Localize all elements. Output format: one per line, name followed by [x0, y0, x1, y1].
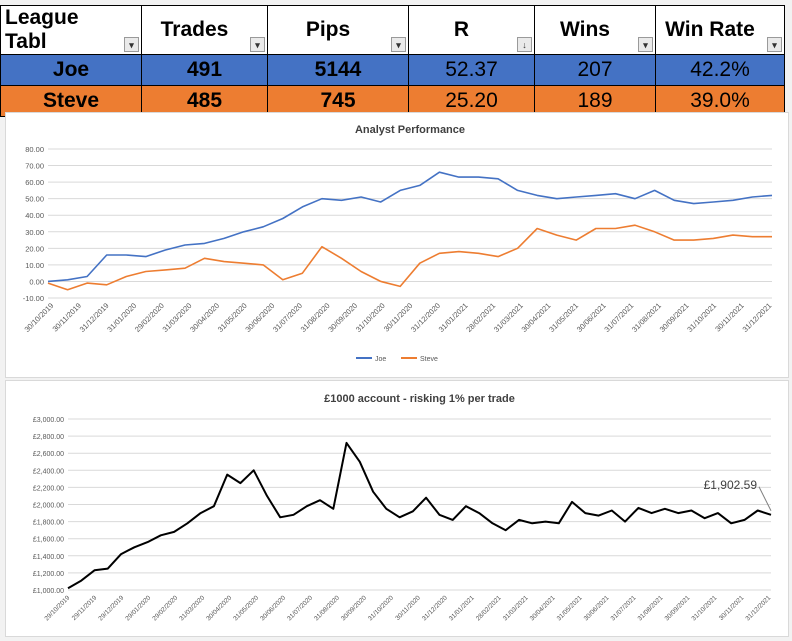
legend-label: Joe [375, 356, 386, 363]
series-line-joe [47, 171, 773, 283]
annotation-leader [758, 486, 772, 511]
y-tick-label: 20.00 [25, 244, 44, 253]
y-tick-label: £2,200.00 [33, 485, 64, 492]
x-tick-label: 30/11/2021 [718, 594, 746, 622]
chart-title: Analyst Performance [355, 124, 465, 136]
y-tick-label: £2,600.00 [33, 451, 64, 458]
analyst-performance-chart[interactable]: Analyst Performance 80.00 70.00 60.00 50.00 4… [5, 112, 789, 378]
x-tick-label: 31/08/2020 [313, 594, 341, 622]
header-trades: Trades ▾ [141, 5, 268, 55]
header-pips: Pips ▾ [267, 5, 409, 55]
x-tick-label: 31/03/2021 [502, 594, 530, 622]
x-tick-label: 30/06/2021 [583, 594, 611, 622]
y-tick-label: £1,400.00 [33, 554, 64, 561]
x-tick-label: 31/12/2020 [421, 594, 449, 622]
y-tick-label: -10.00 [23, 294, 44, 303]
y-tick-label: 80.00 [25, 145, 44, 154]
x-tick-label: 28/02/2021 [475, 594, 503, 622]
cell-wins[interactable]: 207 [534, 54, 656, 86]
x-tick-label: 30/06/2020 [259, 594, 287, 622]
x-tick-label: 29/10/2019 [43, 594, 71, 622]
y-tick-label: 40.00 [25, 211, 44, 220]
header-win-rate: Win Rate ▾ [655, 5, 785, 55]
y-tick-label: £2,800.00 [33, 434, 64, 441]
account-chart[interactable]: £1000 account - risking 1% per trade £3,0… [5, 380, 789, 637]
table-row: Joe 491 5144 52.37 207 42.2% [0, 54, 785, 86]
legend: Joe Steve [356, 356, 438, 363]
y-tick-label: 10.00 [25, 261, 44, 270]
x-tick-label: 31/07/2020 [286, 594, 314, 622]
x-tick-label: 30/04/2021 [529, 594, 557, 622]
filter-dropdown-icon[interactable]: ▾ [250, 37, 265, 52]
header-league-table: League Tabl ▾ [0, 5, 142, 55]
y-tick-label: £1,200.00 [33, 571, 64, 578]
y-tick-label: 60.00 [25, 178, 44, 187]
table-row: Steve 485 745 25.20 189 39.0% [0, 85, 785, 117]
x-tick-label: 31/12/2021 [744, 594, 772, 622]
filter-dropdown-icon[interactable]: ▾ [391, 37, 406, 52]
x-tick-label: 29/02/2020 [151, 594, 179, 622]
x-tick-label: 31/01/2021 [448, 594, 476, 622]
x-tick-label: 29/11/2019 [71, 594, 99, 622]
x-tick-label: 30/10/2019 [23, 301, 56, 334]
y-tick-label: £1,600.00 [33, 537, 64, 544]
cell-r[interactable]: 25.20 [408, 85, 535, 117]
x-tick-label: 30/09/2020 [340, 594, 368, 622]
account-svg: £1000 account - risking 1% per trade £3,0… [33, 393, 773, 622]
x-tick-label: 31/10/2021 [691, 594, 719, 622]
x-tick-label: 29/12/2019 [97, 594, 125, 622]
cell-r[interactable]: 52.37 [408, 54, 535, 86]
series-line-steve [47, 224, 772, 291]
y-tick-label: £2,000.00 [33, 503, 64, 510]
x-tick-label: 31/10/2020 [367, 594, 395, 622]
x-tick-label: 31/08/2021 [637, 594, 665, 622]
y-tick-label: 30.00 [25, 228, 44, 237]
filter-dropdown-icon[interactable]: ▾ [767, 37, 782, 52]
cell-pips[interactable]: 5144 [267, 54, 409, 86]
legend-label: Steve [420, 356, 438, 363]
series-line-account [67, 441, 772, 590]
league-table: League Tabl ▾ Trades ▾ Pips ▾ R ↓ Wins ▾ Win … [0, 5, 785, 117]
header-r: R ↓ [408, 5, 535, 55]
x-tick-label: 30/09/2021 [664, 594, 692, 622]
sort-descending-icon[interactable]: ↓ [517, 37, 532, 52]
y-tick-label: £1,800.00 [33, 520, 64, 527]
annotation-label: £1,902.59 [704, 478, 758, 492]
x-tick-label: 31/10/2020 [354, 301, 387, 334]
table-header-row: League Tabl ▾ Trades ▾ Pips ▾ R ↓ Wins ▾ Win … [0, 5, 785, 55]
y-tick-label: £1,000.00 [33, 588, 64, 595]
cell-wins[interactable]: 189 [534, 85, 656, 117]
x-tick-label: 31/10/2021 [685, 301, 718, 334]
header-wins: Wins ▾ [534, 5, 656, 55]
cell-win-rate[interactable]: 42.2% [655, 54, 785, 86]
x-tick-label: 31/05/2020 [232, 594, 260, 622]
y-tick-label: 0.00 [29, 277, 44, 286]
x-tick-label: 31/07/2021 [610, 594, 638, 622]
y-tick-label: 50.00 [25, 195, 44, 204]
cell-win-rate[interactable]: 39.0% [655, 85, 785, 117]
x-tick-label: 30/04/2020 [205, 594, 233, 622]
cell-trades[interactable]: 491 [141, 54, 268, 86]
y-tick-label: £2,400.00 [33, 468, 64, 475]
chart-title: £1000 account - risking 1% per trade [324, 393, 515, 405]
x-tick-label: 30/11/2020 [394, 594, 422, 622]
x-tick-label: 31/03/2020 [178, 594, 206, 622]
y-tick-label: 70.00 [25, 162, 44, 171]
filter-dropdown-icon[interactable]: ▾ [124, 37, 139, 52]
analyst-performance-svg: Analyst Performance 80.00 70.00 60.00 50.00 4… [23, 124, 774, 363]
x-tick-label: 31/12/2021 [741, 301, 774, 334]
y-tick-label: £3,000.00 [33, 417, 64, 424]
cell-name[interactable]: Joe [0, 54, 142, 86]
cell-name[interactable]: Steve [0, 85, 142, 117]
x-tick-label: 31/05/2021 [556, 594, 584, 622]
x-tick-label: 29/01/2020 [124, 594, 152, 622]
filter-dropdown-icon[interactable]: ▾ [638, 37, 653, 52]
